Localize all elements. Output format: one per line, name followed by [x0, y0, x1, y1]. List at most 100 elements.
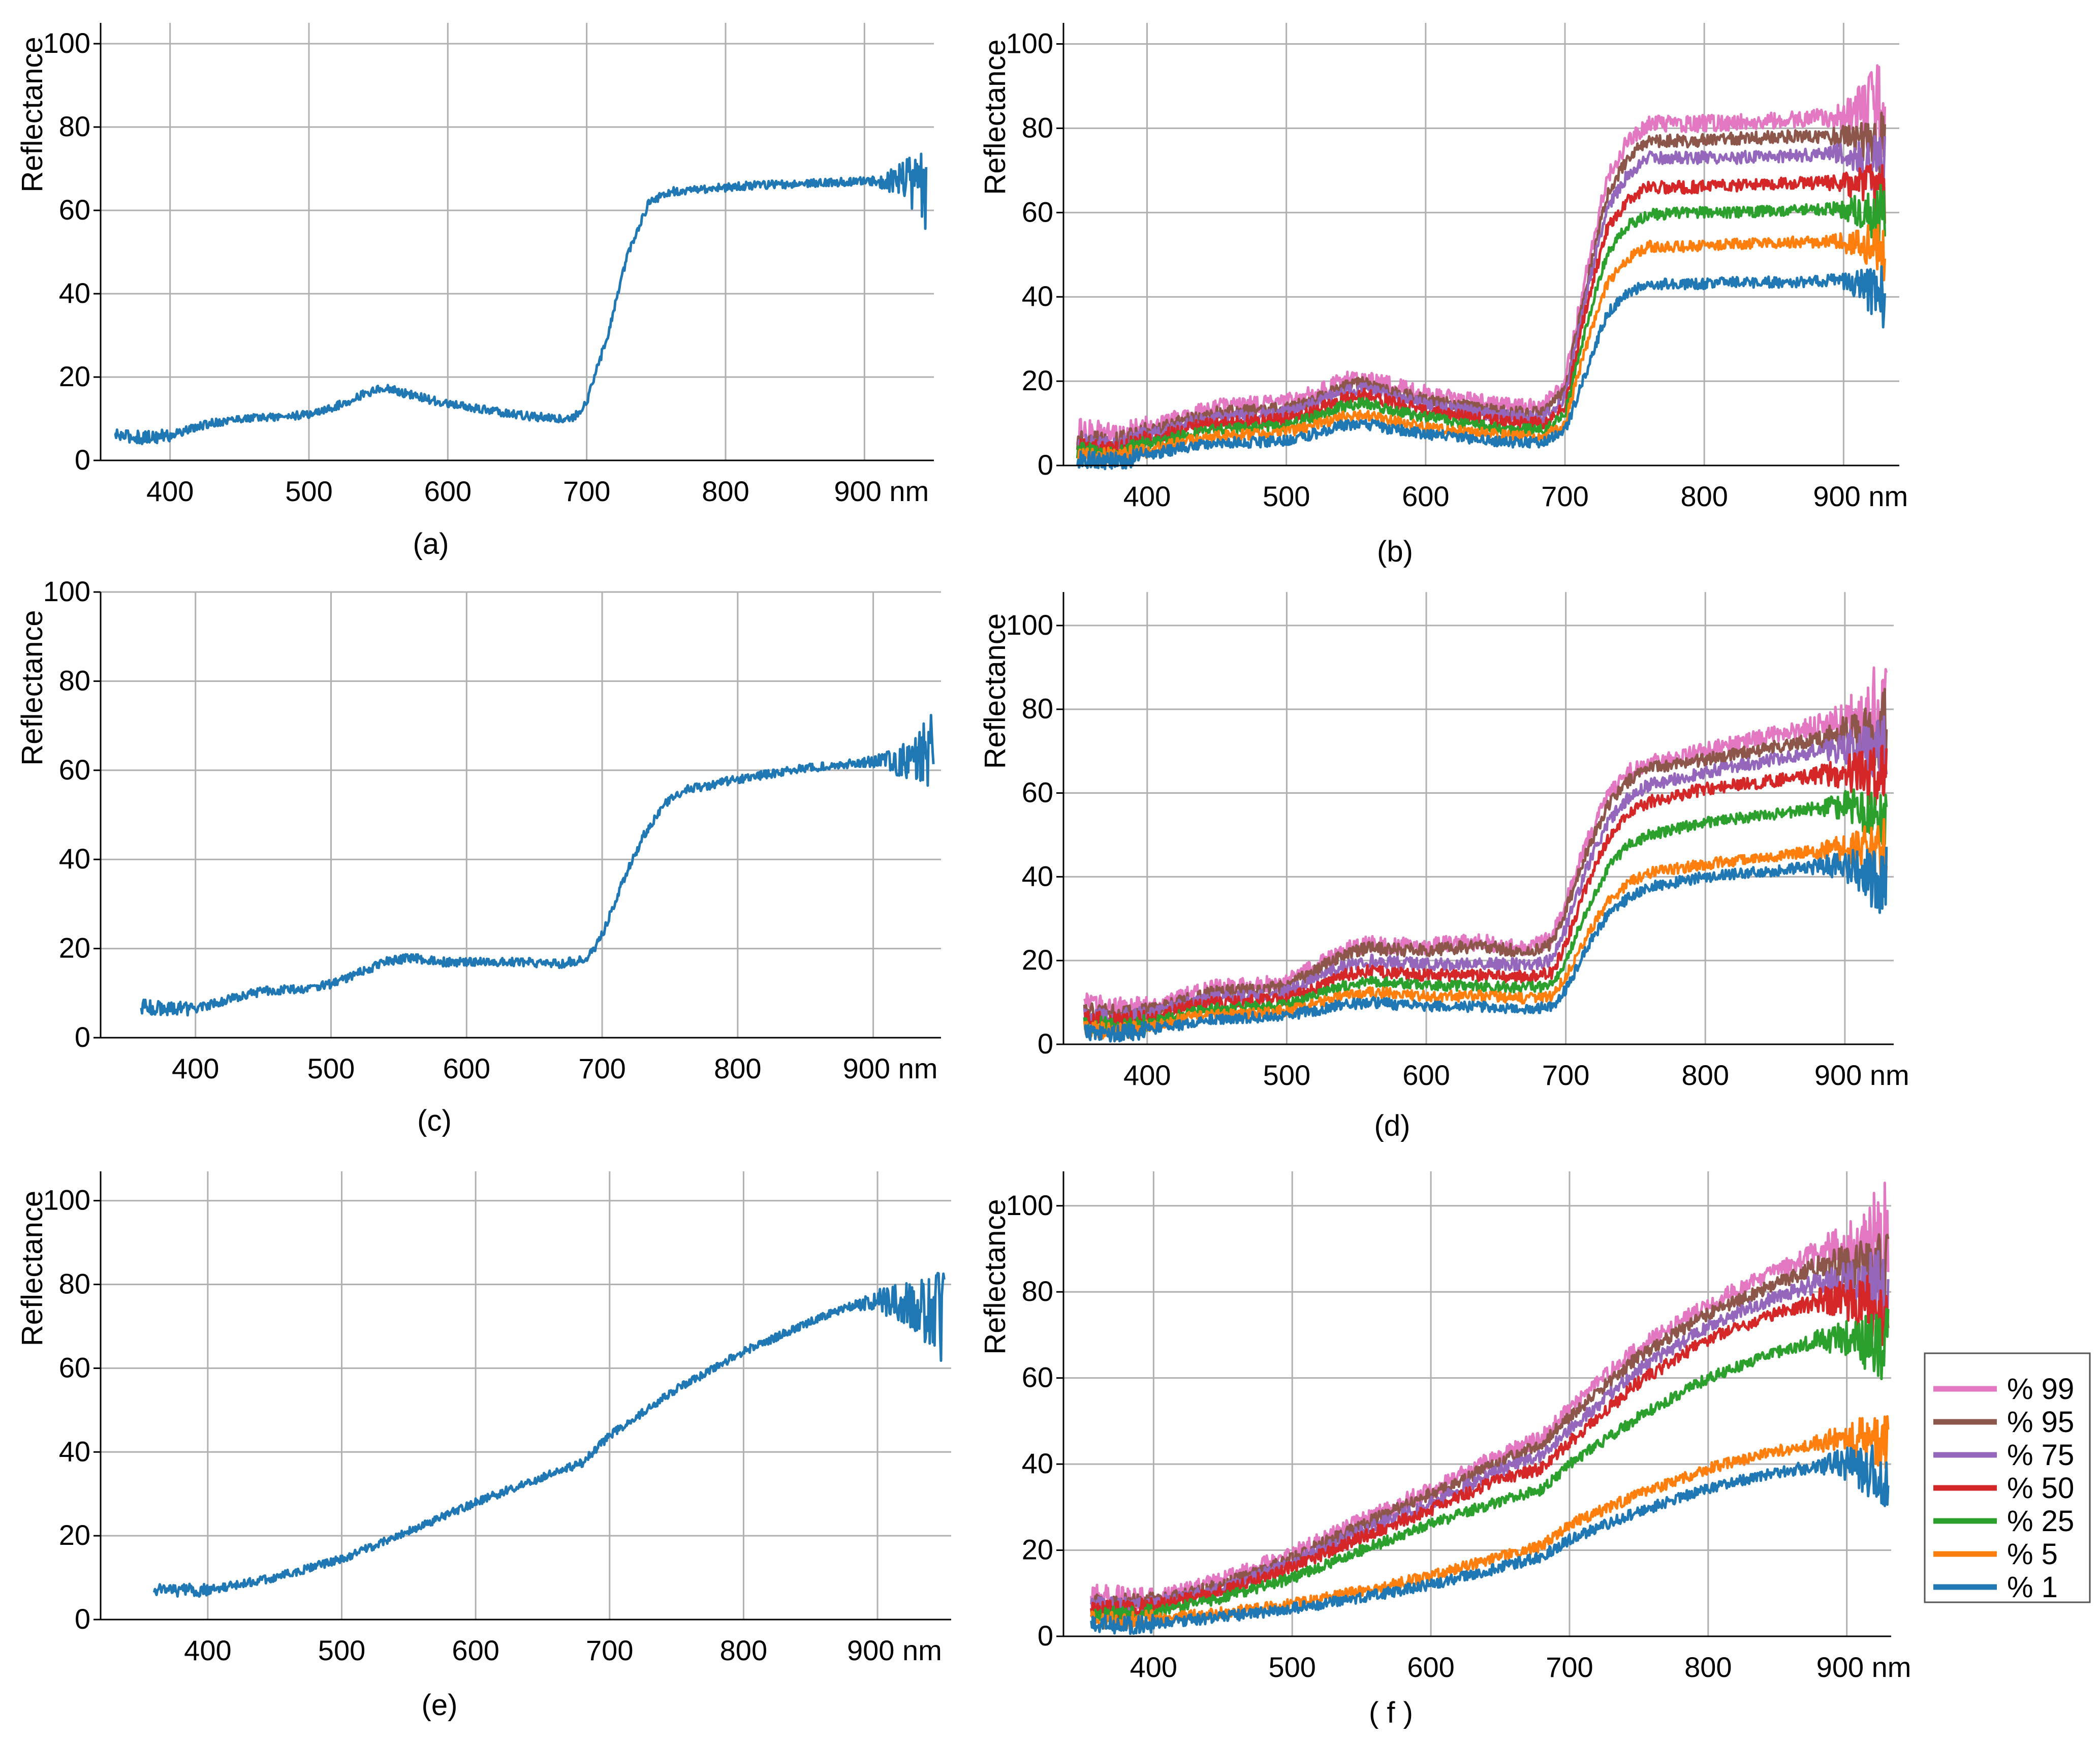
x-tick-label: 900 nm [1816, 1651, 1911, 1683]
series-line-p99 [1076, 64, 1886, 448]
series-line-p95 [1076, 111, 1886, 453]
x-tick-label: 400 [172, 1052, 219, 1084]
series-line-p75 [1090, 1250, 1890, 1618]
y-tick-label: 0 [1038, 449, 1053, 481]
x-tick-label: 800 [1682, 1059, 1729, 1091]
y-tick-label: 20 [1022, 944, 1053, 976]
panel-caption: ( f ) [1369, 1696, 1413, 1729]
x-tick-label: 900 nm [834, 475, 929, 507]
y-tick-label: 80 [1022, 1275, 1053, 1307]
y-axis-label: Reflectance [16, 610, 49, 765]
series-line-p25 [1083, 788, 1888, 1037]
x-tick-label: 800 [702, 475, 749, 507]
y-tick-label: 40 [1022, 280, 1053, 312]
legend-label-p99: % 99 [2007, 1373, 2074, 1406]
x-tick-label: 600 [443, 1052, 490, 1084]
series-line-p25 [1090, 1308, 1890, 1625]
x-tick-label: 500 [318, 1634, 365, 1666]
y-axis-label: Reflectance [979, 39, 1012, 195]
x-tick-label: 800 [1684, 1651, 1732, 1683]
panel-d: 0 20 40 60 80 100 400 500 600 700 800 900 nm Reflect… [979, 592, 1909, 1142]
x-tick-label: 700 [563, 475, 610, 507]
y-tick-label: 40 [1022, 1447, 1053, 1479]
legend-label-p95: % 95 [2007, 1406, 2074, 1439]
y-tick-label: 100 [43, 1184, 90, 1216]
x-tick-label: 600 [1402, 1059, 1450, 1091]
panel-f: 0 20 40 60 80 100 400 500 600 700 800 900 nm Reflect… [979, 1171, 1911, 1729]
panel-a: 0 20 40 60 80 100 400 500 600 700 800 900 nm Reflect… [16, 23, 934, 561]
y-axis-label: Reflectance [979, 1199, 1012, 1354]
y-tick-label: 100 [43, 27, 90, 59]
x-tick-label: 400 [184, 1634, 231, 1666]
x-tick-label: 700 [1542, 1059, 1589, 1091]
x-tick-label: 400 [1130, 1651, 1177, 1683]
x-tick-label: 500 [285, 475, 332, 507]
x-tick-label: 800 [714, 1052, 761, 1084]
legend-label-p75: % 75 [2007, 1439, 2074, 1472]
x-tick-label: 600 [452, 1634, 499, 1666]
y-tick-label: 100 [1006, 609, 1053, 641]
x-tick-label: 400 [1123, 480, 1171, 512]
y-tick-label: 100 [43, 575, 90, 607]
x-tick-label: 900 nm [847, 1634, 942, 1666]
y-axis-label: Reflectance [979, 613, 1012, 769]
y-tick-label: 60 [59, 754, 90, 786]
y-tick-label: 0 [1038, 1620, 1053, 1652]
legend-label-p25: % 25 [2007, 1505, 2074, 1538]
y-tick-label: 0 [75, 444, 90, 476]
x-tick-label: 600 [1407, 1651, 1454, 1683]
x-tick-label: 400 [146, 475, 194, 507]
x-tick-label: 500 [307, 1052, 355, 1084]
y-tick-label: 80 [59, 664, 90, 696]
y-axis-label: Reflectance [16, 1191, 49, 1346]
y-tick-label: 40 [59, 843, 90, 875]
x-tick-label: 700 [1546, 1651, 1593, 1683]
y-tick-label: 40 [1022, 860, 1053, 892]
x-tick-label: 700 [586, 1634, 633, 1666]
y-tick-label: 60 [1022, 1361, 1053, 1393]
panel-caption: (e) [422, 1689, 458, 1722]
y-tick-label: 20 [59, 932, 90, 964]
y-tick-label: 0 [75, 1021, 90, 1053]
series-line-p1 [114, 152, 928, 446]
panel-caption: (c) [417, 1104, 452, 1137]
y-tick-label: 40 [59, 1435, 90, 1467]
x-tick-label: 500 [1263, 1059, 1310, 1091]
panel-c: 0 20 40 60 80 100 400 500 600 700 800 900 nm Reflect… [16, 575, 941, 1137]
panel-caption: (a) [413, 527, 449, 561]
panel-caption: (d) [1374, 1109, 1411, 1142]
series-line-p1 [1084, 847, 1888, 1043]
y-tick-label: 40 [59, 277, 90, 309]
x-tick-label: 500 [1263, 480, 1310, 512]
x-tick-label: 800 [1680, 480, 1728, 512]
y-tick-label: 20 [1022, 1534, 1053, 1566]
panel-e: 0 20 40 60 80 100 400 500 600 700 800 900 nm Reflect… [16, 1171, 951, 1722]
legend-label-p50: % 50 [2007, 1472, 2074, 1505]
series-line-p75 [1077, 135, 1886, 457]
series-line-p25 [1076, 183, 1886, 462]
series-line-p5 [1077, 224, 1886, 466]
y-tick-label: 80 [59, 1268, 90, 1300]
x-tick-label: 900 nm [1814, 1059, 1909, 1091]
x-tick-label: 900 nm [843, 1052, 938, 1084]
y-tick-label: 80 [59, 110, 90, 142]
x-tick-label: 500 [1269, 1651, 1316, 1683]
series-line-p95 [1090, 1233, 1890, 1614]
y-tick-label: 100 [1006, 1189, 1053, 1221]
x-tick-label: 700 [578, 1052, 625, 1084]
y-tick-label: 60 [1022, 776, 1053, 809]
legend-frame [1924, 1352, 2091, 1603]
y-tick-label: 20 [1022, 364, 1053, 396]
y-tick-label: 60 [59, 1351, 90, 1383]
y-axis-label: Reflectance [16, 37, 49, 192]
series-line-p1 [152, 1271, 946, 1598]
y-tick-label: 80 [1022, 693, 1053, 725]
x-tick-label: 600 [424, 475, 472, 507]
x-tick-label: 900 nm [1813, 480, 1908, 512]
y-tick-label: 60 [59, 194, 90, 226]
panel-b: 0 20 40 60 80 100 400 500 600 700 800 900 nm Reflect… [979, 23, 1908, 568]
x-tick-label: 800 [720, 1634, 767, 1666]
x-tick-label: 400 [1123, 1059, 1171, 1091]
series-line-p1 [1090, 1444, 1890, 1635]
